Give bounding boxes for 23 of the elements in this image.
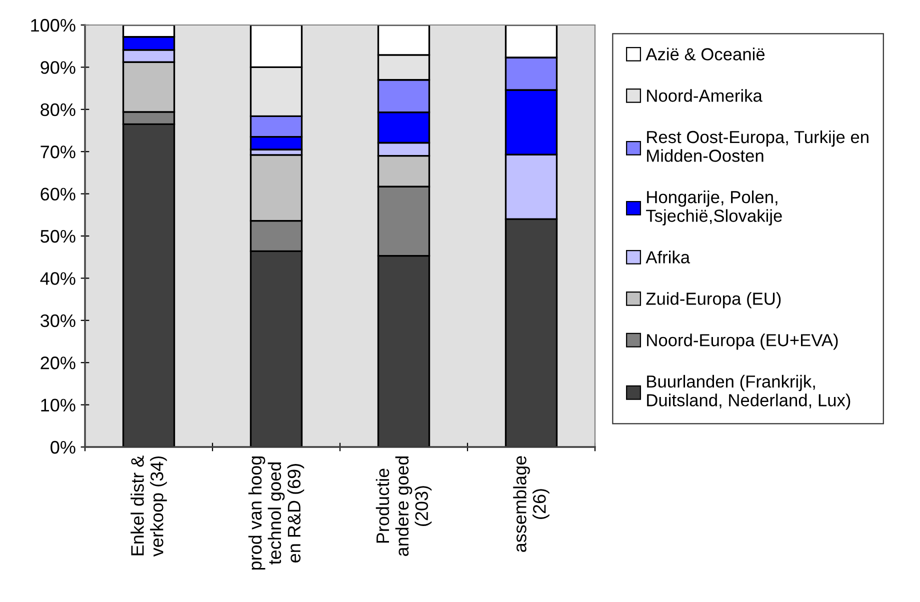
x-tick-label: Enkel distr & verkoop (34) [130,456,167,557]
y-tick-label: 100% [31,18,76,32]
y-tick-label: 80% [40,103,76,116]
x-tick-label: prod van hoog technol goed en R&D (69) [248,456,304,570]
y-tick-label: 10% [41,398,76,412]
y-tick-label: 20% [40,356,76,370]
legend-label: Buurlanden (Frankrijk, Duitsland, Nederland, Lux) [647,374,850,410]
y-tick-label: 50% [40,230,76,243]
y-tick-label: 40% [40,272,76,285]
y-tick-label: 30% [40,314,76,328]
legend-label: Noord-Amerika [647,89,762,102]
legend-label: Afrika [646,250,690,264]
x-tick-label: assemblage (26) [513,456,550,552]
y-tick-label: 90% [40,61,76,74]
legend-label: Hongarije, Polen, Tsjechië,Slovakije [646,190,782,226]
legend-label: Azië & Oceanië [646,48,765,60]
legend-label: Noord-Europa (EU+EVA) [647,334,838,350]
y-tick-label: 70% [40,146,76,158]
x-tick-label: Productie andere goed (203) [376,456,432,556]
legend-label: Zuid-Europa (EU) [646,292,781,308]
y-tick-label: 0% [50,440,76,454]
y-tick-label: 60% [40,188,76,201]
legend-label: Rest Oost-Europa, Turkije en Midden-Oosten [647,130,868,162]
